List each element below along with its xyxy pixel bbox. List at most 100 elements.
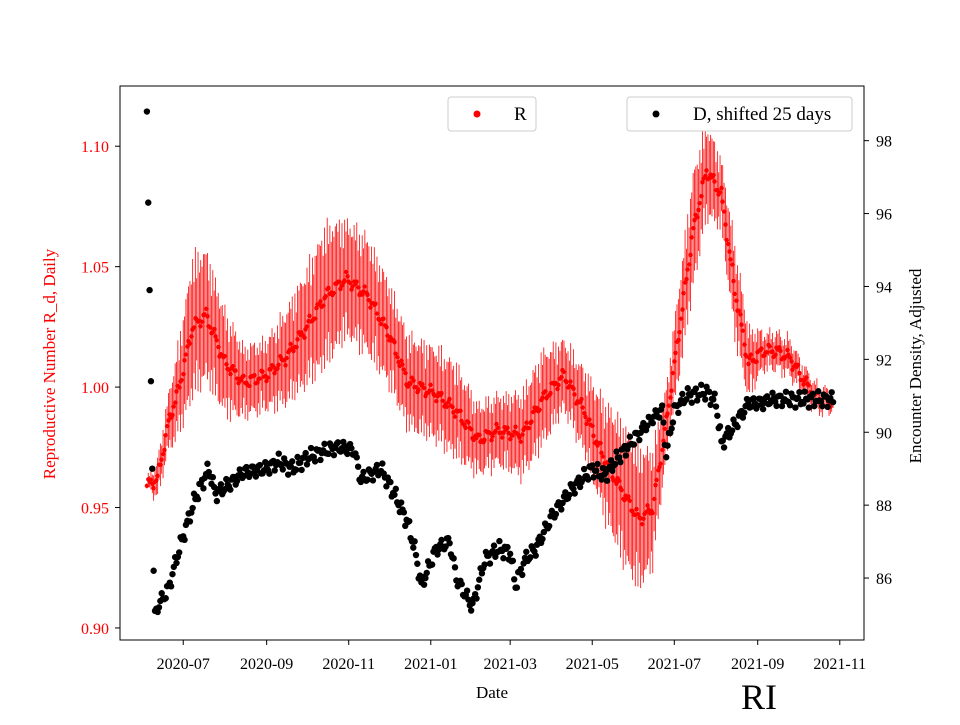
d-point [728, 427, 736, 434]
d-point [828, 389, 835, 396]
d-point [739, 414, 747, 421]
d-point [233, 477, 241, 485]
d-point [506, 550, 514, 558]
legend-d: D, shifted 25 days [626, 96, 853, 132]
d-point [669, 419, 677, 426]
legend-r-label: R [514, 104, 527, 125]
d-point [656, 414, 663, 421]
left-y-tick-label: 1.05 [81, 260, 109, 277]
d-point [392, 485, 400, 493]
left-y-axis-label: Reproductive Number R_d, Daily [40, 248, 59, 479]
d-point [545, 522, 553, 530]
d-point [792, 404, 799, 411]
legend-d-marker [652, 110, 660, 118]
d-point [450, 555, 457, 562]
d-point [611, 460, 619, 468]
d-point [500, 555, 507, 562]
d-point [173, 559, 180, 567]
d-point [391, 491, 398, 498]
d-point [626, 433, 634, 440]
d-point [702, 396, 709, 403]
d-point [169, 570, 176, 578]
d-point [801, 388, 809, 395]
x-tick-label: 2021-11 [813, 656, 866, 673]
d-point [593, 467, 600, 474]
d-point [289, 458, 296, 465]
x-tick-label: 2021-09 [731, 656, 784, 673]
d-point [175, 549, 183, 556]
d-point [266, 470, 273, 477]
right-y-tick-label: 86 [876, 571, 892, 588]
d-point [481, 561, 488, 568]
d-point [145, 199, 152, 206]
d-point [698, 381, 705, 388]
d-point [707, 401, 714, 409]
d-point [558, 506, 565, 513]
d-point [683, 396, 690, 403]
d-point [476, 576, 483, 583]
d-point [750, 395, 757, 402]
d-point [303, 461, 311, 468]
d-point [223, 475, 230, 483]
d-point [712, 403, 720, 410]
d-point [824, 403, 831, 411]
d-point [660, 419, 667, 426]
d-point [649, 419, 656, 427]
d-point [496, 537, 503, 545]
d-point [256, 461, 264, 469]
x-axis-label: Date [476, 683, 508, 702]
series-r [144, 127, 836, 589]
d-point [194, 495, 202, 503]
d-point [796, 388, 803, 396]
x-tick-label: 2020-07 [157, 656, 210, 673]
d-point [262, 458, 269, 466]
d-point [422, 574, 429, 582]
d-point [815, 388, 822, 395]
d-point [532, 552, 539, 559]
d-point [584, 476, 592, 483]
right-y-tick-label: 98 [876, 134, 892, 151]
d-point [158, 590, 165, 597]
d-point [147, 378, 155, 385]
d-point [400, 509, 408, 516]
d-point [809, 390, 817, 398]
x-axis: 2020-07 2020-09 2020-11 2021-01 2021-03 2021-… [157, 640, 866, 673]
d-point [330, 451, 338, 459]
x-tick-label: 2021-05 [566, 656, 619, 673]
d-point [693, 397, 701, 404]
d-point [252, 473, 260, 480]
d-point [566, 491, 573, 499]
state-label: RI [741, 677, 777, 717]
d-point [467, 607, 475, 614]
d-point [213, 497, 221, 505]
d-point [209, 474, 217, 481]
d-point [644, 422, 651, 429]
d-point [143, 108, 151, 115]
d-point [617, 458, 624, 466]
d-point [711, 390, 718, 397]
plot-frame [119, 85, 865, 641]
left-y-tick-label: 0.90 [81, 621, 109, 638]
d-point [794, 394, 802, 402]
right-y-tick-label: 92 [876, 352, 892, 369]
d-point [603, 477, 611, 484]
d-point [734, 423, 741, 431]
d-point [589, 462, 596, 469]
d-point [580, 465, 588, 473]
d-point [598, 476, 605, 483]
d-point [478, 570, 486, 577]
left-y-tick-label: 1.00 [81, 380, 109, 397]
right-y-axis-label: Encounter Density, Adjusted [906, 268, 925, 463]
d-point [451, 564, 459, 571]
d-point [490, 542, 498, 549]
d-point [445, 534, 452, 542]
d-point [387, 478, 394, 486]
d-point [684, 385, 691, 392]
d-point [622, 452, 630, 459]
d-point [757, 395, 764, 403]
d-point [706, 388, 713, 396]
d-point [243, 463, 250, 471]
d-point [741, 409, 748, 416]
d-point [200, 485, 207, 492]
d-point [510, 576, 518, 583]
